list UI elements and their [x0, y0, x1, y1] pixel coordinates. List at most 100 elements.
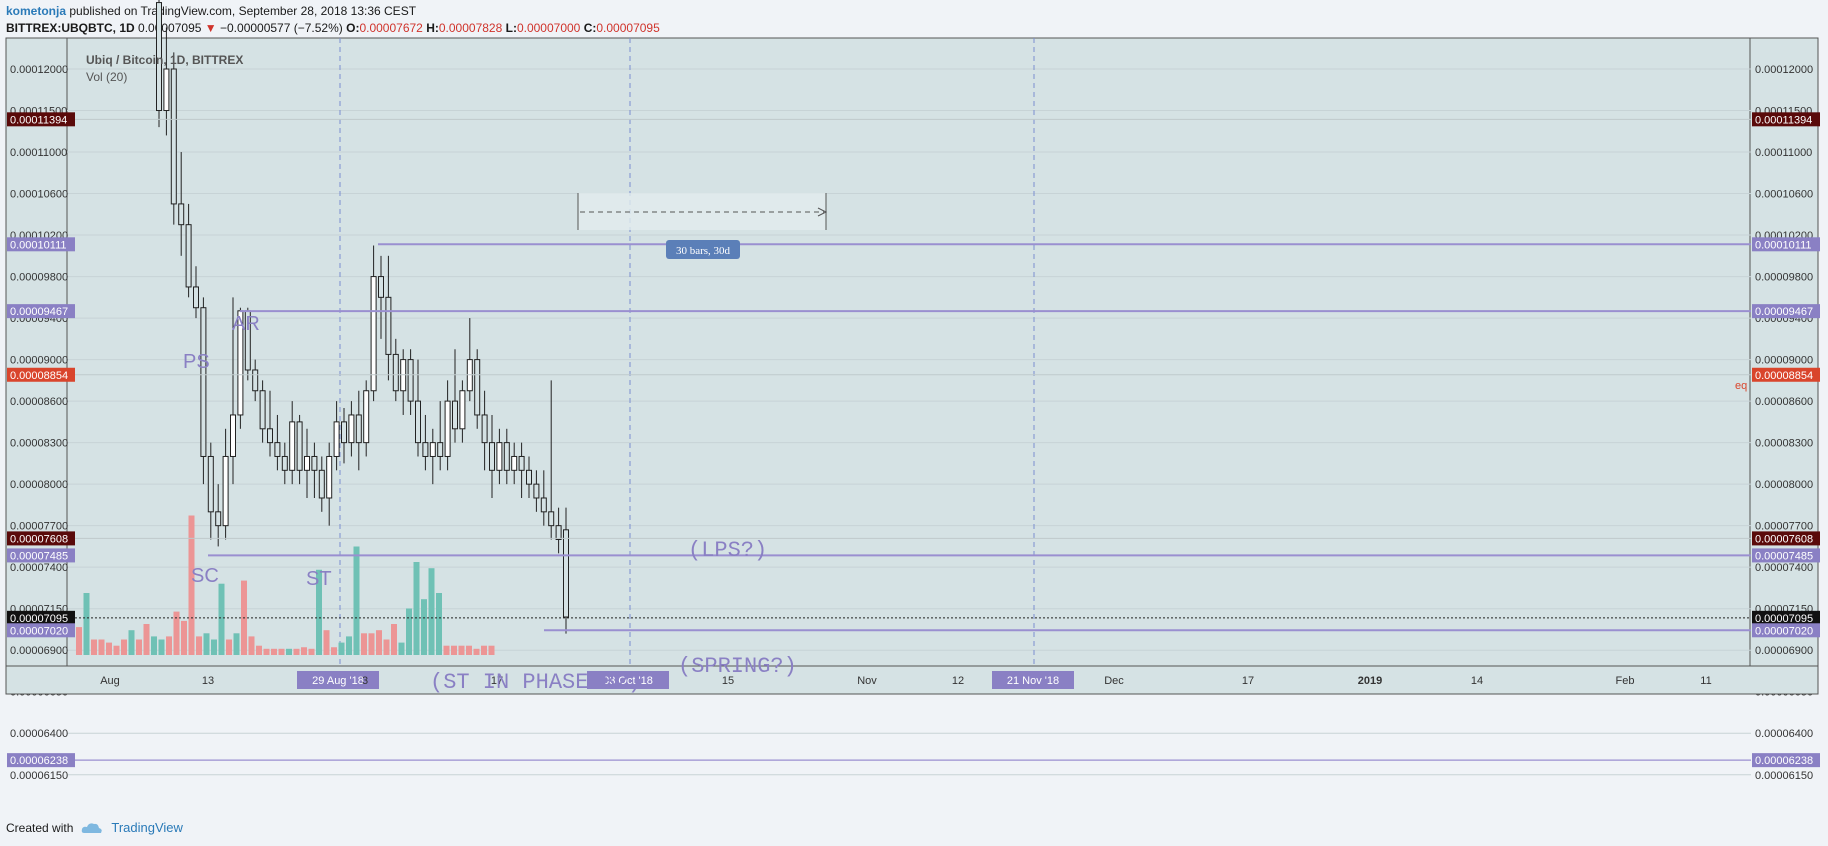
x-date-marker-box [992, 671, 1074, 689]
price-label-right: 0.00007020 [1755, 625, 1813, 637]
price-label-right: 0.00010111 [1755, 239, 1811, 251]
volume-bar [203, 633, 210, 655]
candle-body [193, 286, 199, 309]
volume-bar [391, 624, 397, 655]
volume-bar [271, 648, 277, 655]
footer: Created with TradingView [6, 820, 183, 835]
tradingview-link[interactable]: TradingView [111, 820, 183, 835]
candle-body [533, 483, 540, 499]
volume-bar [316, 569, 322, 655]
x-tick-label: 17 [491, 675, 503, 687]
volume-bar [83, 593, 90, 655]
volume-bar [188, 515, 195, 655]
y-tick-label-left: 0.00006400 [10, 728, 68, 740]
x-axis-band [5, 665, 1819, 695]
volume-bar [136, 639, 142, 655]
y-tick-label-right: 0.00008000 [1755, 479, 1813, 491]
candle-body [200, 307, 207, 457]
volume-bar [181, 620, 187, 655]
price-label-left: 0.00007485 [10, 550, 68, 562]
x-date-marker-box [587, 671, 669, 689]
measure-label-box [666, 240, 740, 259]
candle-body [555, 525, 562, 541]
volume-bar [368, 633, 375, 655]
price-label-left: 0.00007608 [10, 533, 68, 545]
price-label-right-box [1752, 304, 1820, 319]
wyckoff-annotation: PS [183, 351, 210, 373]
price-label-right-box [1752, 531, 1820, 546]
candle-body [540, 497, 547, 513]
price-label-right-box [1752, 623, 1820, 638]
candle-body [415, 400, 421, 444]
candle-body [429, 442, 436, 457]
candle-body [348, 414, 355, 444]
volume-bar [286, 648, 292, 655]
volume-bar [361, 633, 367, 655]
candle-body [311, 455, 318, 471]
wyckoff-annotation: SC [191, 565, 219, 587]
candle-body [459, 390, 466, 430]
eq-label: eq [1735, 380, 1747, 392]
volume-bar [128, 630, 135, 655]
candle-body [267, 428, 273, 444]
price-label-left: 0.00008854 [10, 370, 68, 382]
wyckoff-annotation: AR [232, 313, 260, 335]
y-tick-label-left: 0.00010600 [10, 189, 68, 201]
candle-body [274, 442, 281, 457]
symbol: BITTREX:UBQBTC, 1D [6, 21, 135, 35]
volume-bar [233, 633, 240, 655]
y-tick-label-left: 0.00007400 [10, 562, 68, 574]
candle-body [318, 469, 325, 499]
candle-body [296, 421, 303, 471]
candle-body [370, 276, 377, 392]
volume-bar [211, 639, 217, 655]
candle-body [333, 421, 340, 457]
plot-background [5, 37, 1751, 667]
y-tick-label-right: 0.00007400 [1755, 562, 1813, 574]
candle-body [385, 296, 392, 355]
price-label-left-box [7, 623, 75, 638]
candle-body [207, 455, 214, 513]
candle-body [444, 400, 451, 457]
x-tick-label: 15 [722, 675, 734, 687]
tradingview-cloud-icon [82, 822, 103, 833]
price-label-left: 0.00010111 [10, 239, 66, 251]
candle-body [281, 455, 288, 471]
candle-body [259, 390, 266, 430]
low-value: 0.00007000 [516, 21, 581, 35]
y-tick-label-left: 0.00011000 [10, 147, 67, 159]
x-tick-label: 14 [1471, 675, 1483, 687]
price-label-right: 0.00007485 [1755, 550, 1813, 562]
volume-bar [473, 648, 480, 655]
price-label-left-box [7, 112, 75, 127]
price-label-left-box [7, 237, 75, 252]
price-label-right-box [1752, 610, 1820, 625]
candle-body [511, 455, 518, 471]
y-tick-label-right: 0.00011000 [1755, 147, 1812, 159]
price-label-right: 0.00008854 [1755, 370, 1813, 382]
author-name[interactable]: kometonja [6, 4, 67, 18]
price-label-left-box [7, 548, 75, 563]
price-label-left-box [7, 610, 75, 625]
y-tick-label-right: 0.00010600 [1755, 189, 1813, 201]
y-tick-label-left: 0.00008600 [10, 396, 68, 408]
close-label: C: [583, 21, 597, 35]
volume-bar [218, 583, 225, 655]
y-tick-label-left: 0.00006900 [10, 645, 68, 657]
y-tick-label-left: 0.00009000 [10, 355, 68, 367]
volume-bar [451, 645, 457, 655]
measure-label: 30 bars, 30d [676, 245, 731, 257]
candle-body [503, 442, 510, 471]
close-value: 0.00007095 [596, 21, 660, 35]
price-label-left: 0.00007020 [10, 625, 68, 637]
candle-body [518, 455, 525, 471]
x-date-marker-label: 03 Oct '18 [603, 675, 653, 687]
candle-body [304, 455, 310, 471]
x-tick-label: Feb [1616, 675, 1635, 687]
volume-bar [173, 611, 180, 655]
volume-bar [421, 599, 427, 655]
price-label-left: 0.00006238 [10, 755, 68, 767]
x-date-marker-box [297, 671, 379, 689]
